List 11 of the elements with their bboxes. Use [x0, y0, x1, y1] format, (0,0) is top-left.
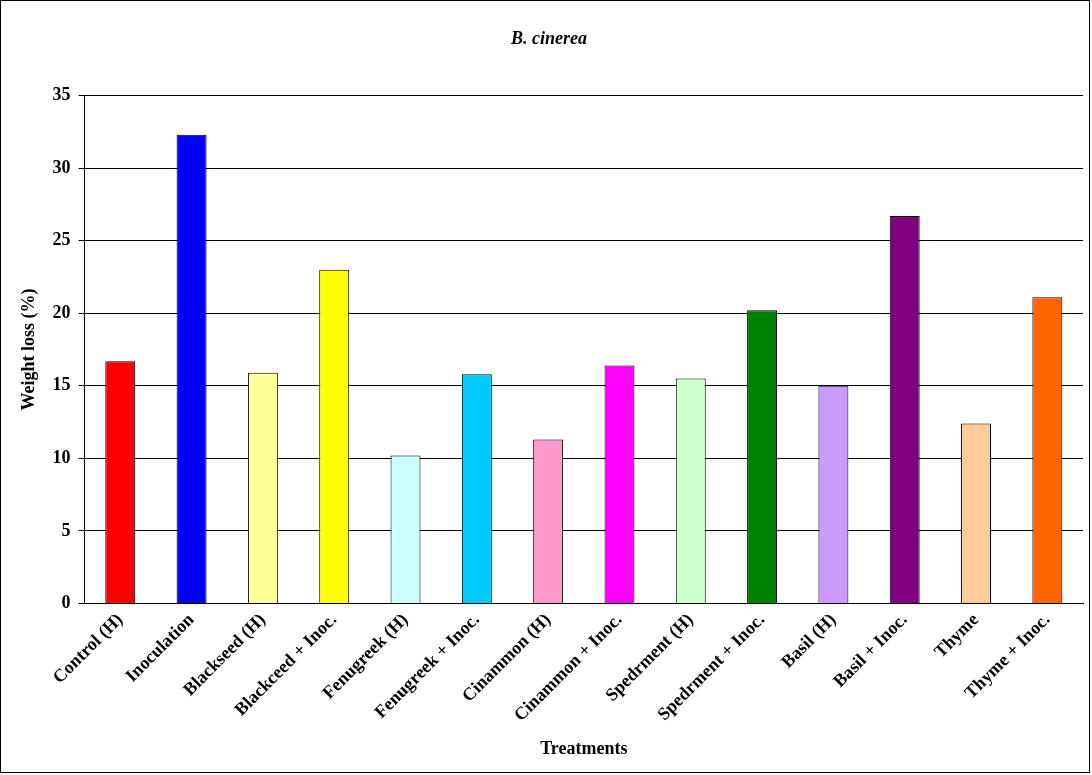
y-axis-title: Weight loss (%) [18, 288, 40, 411]
y-tick-label: 35 [52, 84, 71, 105]
x-axis-title: Treatments [540, 737, 628, 758]
chart-title: B. cinerea [510, 28, 587, 49]
y-tick-label: 10 [52, 447, 71, 468]
y-tick-label: 20 [52, 301, 71, 322]
y-tick-label: 30 [52, 156, 71, 177]
y-tick-label: 5 [61, 519, 71, 540]
y-tick-label: 0 [61, 592, 71, 613]
y-tick-label: 15 [52, 374, 71, 395]
y-tick-label: 25 [52, 229, 71, 250]
